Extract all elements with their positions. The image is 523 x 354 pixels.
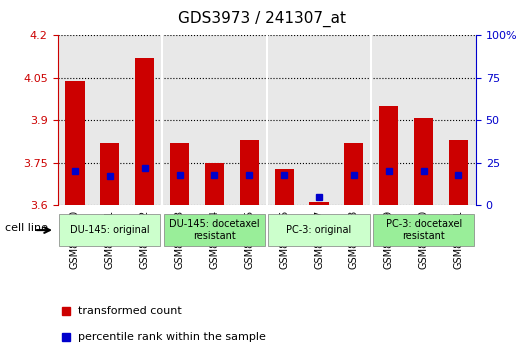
Bar — [205, 163, 224, 205]
Bar — [379, 106, 399, 205]
FancyBboxPatch shape — [268, 214, 370, 246]
Bar — [65, 81, 85, 205]
Text: transformed count: transformed count — [78, 306, 182, 316]
Text: PC-3: original: PC-3: original — [287, 225, 351, 235]
Bar — [344, 143, 363, 205]
Bar — [240, 140, 259, 205]
Bar — [310, 202, 328, 205]
Text: DU-145: original: DU-145: original — [70, 225, 150, 235]
Bar — [275, 169, 294, 205]
FancyBboxPatch shape — [59, 214, 161, 246]
Text: PC-3: docetaxel
resistant: PC-3: docetaxel resistant — [385, 219, 462, 241]
Text: percentile rank within the sample: percentile rank within the sample — [78, 332, 266, 342]
Text: DU-145: docetaxel
resistant: DU-145: docetaxel resistant — [169, 219, 260, 241]
Bar — [449, 140, 468, 205]
Text: cell line: cell line — [5, 223, 48, 233]
Bar — [170, 143, 189, 205]
FancyBboxPatch shape — [164, 214, 265, 246]
Bar — [135, 58, 154, 205]
FancyBboxPatch shape — [373, 214, 474, 246]
Bar — [100, 143, 119, 205]
Bar — [414, 118, 433, 205]
Text: GDS3973 / 241307_at: GDS3973 / 241307_at — [177, 11, 346, 27]
